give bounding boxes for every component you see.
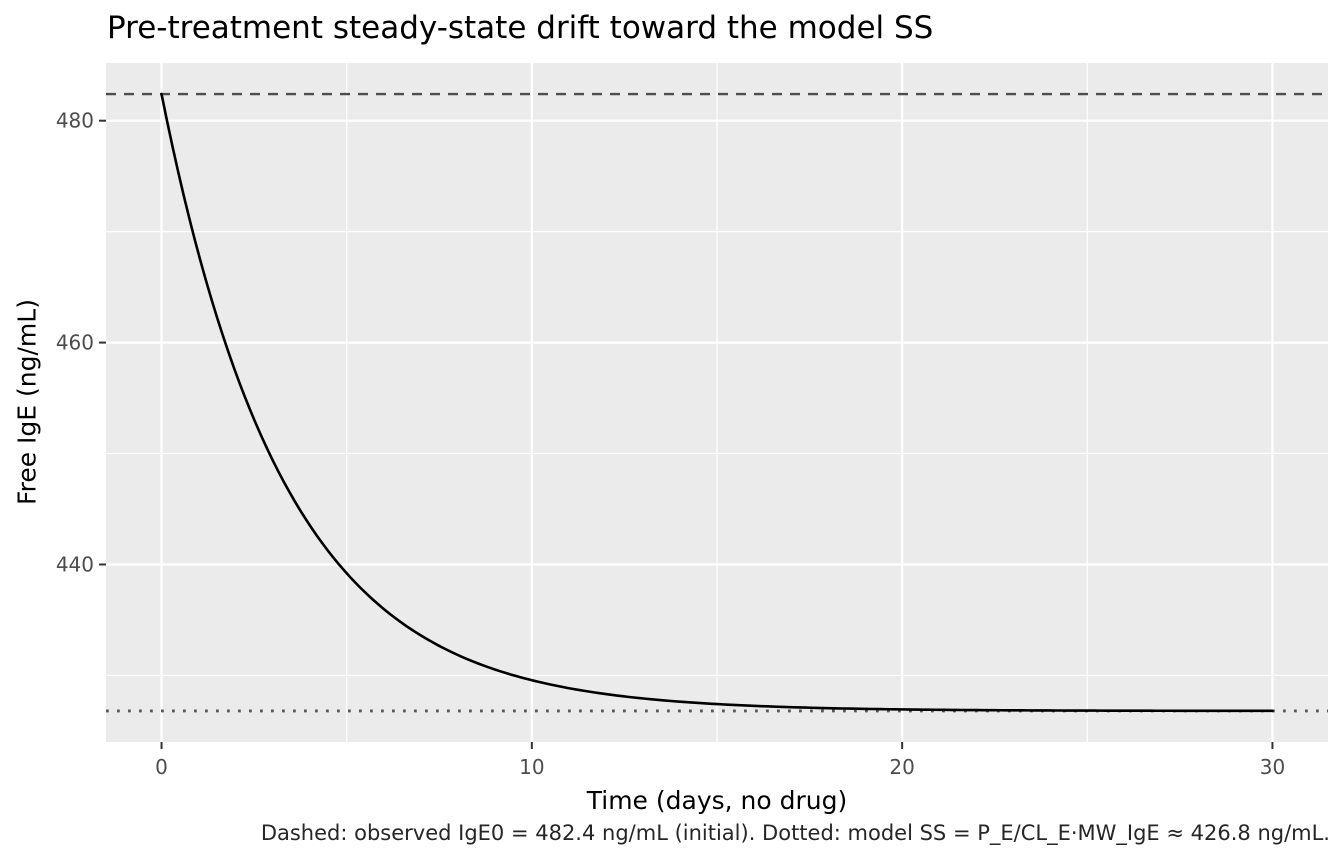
y-tick-label: 460: [56, 331, 94, 355]
y-tick-label: 480: [56, 109, 94, 133]
x-axis-title: Time (days, no drug): [586, 786, 848, 815]
y-tick-label: 440: [56, 552, 94, 576]
x-tick-label: 10: [519, 755, 544, 779]
x-tick-label: 30: [1260, 755, 1285, 779]
x-tick-label: 0: [155, 755, 168, 779]
chart-title: Pre-treatment steady-state drift toward …: [107, 10, 934, 46]
free-ige-curve: [160, 92, 1274, 713]
chart-caption: Dashed: observed IgE0 = 482.4 ng/mL (ini…: [260, 821, 1330, 845]
x-tick-label: 20: [889, 755, 914, 779]
